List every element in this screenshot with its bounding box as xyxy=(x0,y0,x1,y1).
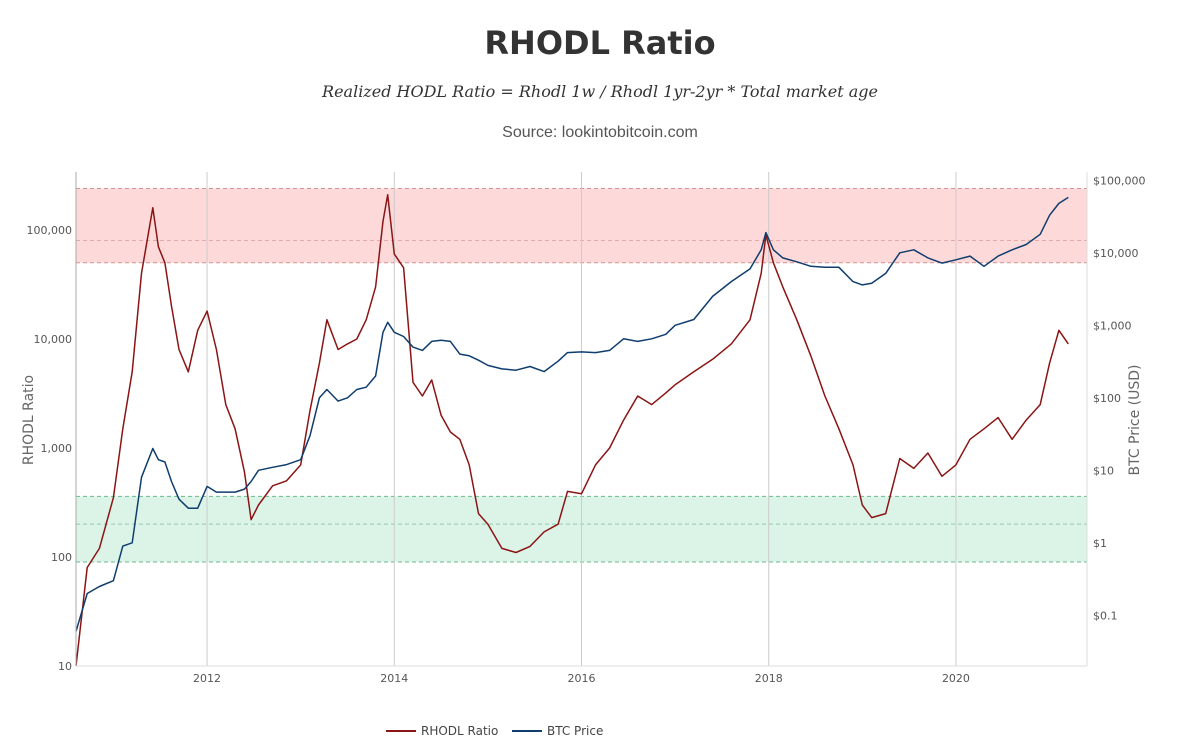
x-tick-2018: 2018 xyxy=(755,672,783,685)
y-axis-right-label: BTC Price (USD) xyxy=(1127,364,1143,475)
y-left-tick-1000: 1,000 xyxy=(41,442,73,455)
y-left-tick-100000: 100,000 xyxy=(27,224,73,237)
x-tick-2012: 2012 xyxy=(193,672,221,685)
y-left-tick-10000: 10,000 xyxy=(34,333,73,346)
chart-subtitle: Realized HODL Ratio = Rhodl 1w / Rhodl 1… xyxy=(322,82,878,101)
y-left-tick-10: 10 xyxy=(58,660,72,673)
series-layer xyxy=(75,194,1069,667)
series-line-rhodl-ratio xyxy=(75,194,1069,667)
legend: RHODL Ratio BTC Price xyxy=(386,724,603,736)
chart-title: RHODL Ratio xyxy=(484,24,716,62)
legend-rhodl-label[interactable]: RHODL Ratio xyxy=(421,724,498,736)
series-line-btc-price xyxy=(75,196,1069,632)
y-right-tick-1: $1 xyxy=(1093,537,1107,550)
legend-btc-label[interactable]: BTC Price xyxy=(547,724,603,736)
x-tick-2020: 2020 xyxy=(942,672,970,685)
y-right-tick-10: $10 xyxy=(1093,464,1114,477)
y-right-tick-1000: $1,000 xyxy=(1093,319,1132,332)
y-right-tick-10000: $10,000 xyxy=(1093,247,1139,260)
y-axis-left-label: RHODL Ratio xyxy=(21,375,37,465)
axes-layer: 2012 2014 2016 2018 2020 10 100 1,000 10,000 100,… xyxy=(27,172,1146,685)
y-right-tick-0.1: $0.1 xyxy=(1093,609,1118,622)
y-left-tick-100: 100 xyxy=(51,551,72,564)
y-right-tick-100: $100 xyxy=(1093,392,1121,405)
y-right-tick-100000: $100,000 xyxy=(1093,174,1146,187)
x-tick-2016: 2016 xyxy=(568,672,596,685)
x-tick-2014: 2014 xyxy=(380,672,408,685)
chart-source: Source: lookintobitcoin.com xyxy=(502,124,698,141)
